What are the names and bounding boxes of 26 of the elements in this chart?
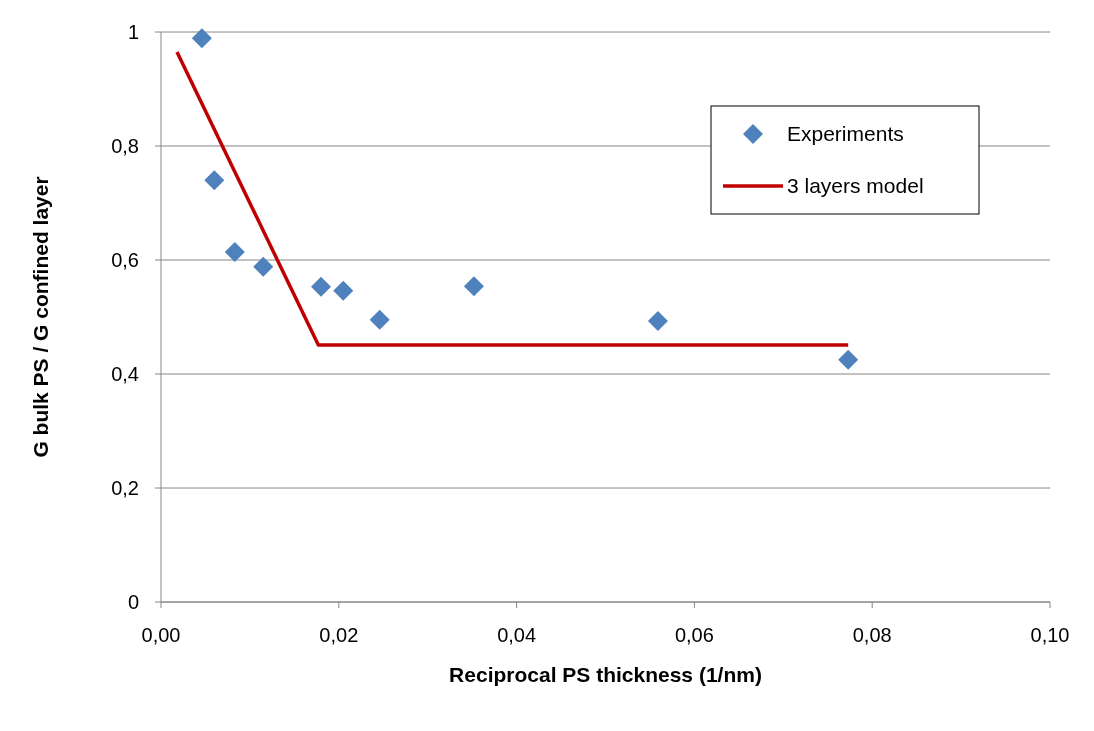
point <box>224 242 245 263</box>
y-tick-label: 0,2 <box>111 477 139 499</box>
y-axis-title: G bulk PS / G confined layer <box>29 176 52 458</box>
y-tick-label: 0,4 <box>111 363 139 385</box>
x-tick-label: 0,00 <box>141 624 181 646</box>
y-tick-label: 0,6 <box>111 249 139 271</box>
x-tick-label: 0,04 <box>497 624 537 646</box>
y-tick-label: 0,8 <box>111 135 139 157</box>
point <box>647 310 668 331</box>
legend-label: 3 layers model <box>787 174 924 197</box>
point <box>191 28 212 49</box>
y-tick-label: 1 <box>127 21 139 43</box>
x-tick-label: 0,02 <box>319 624 359 646</box>
point <box>838 349 859 370</box>
legend-label: Experiments <box>787 122 904 145</box>
point <box>204 170 225 191</box>
point <box>311 276 332 297</box>
x-tick-label: 0,10 <box>1030 624 1070 646</box>
point <box>463 276 484 297</box>
y-tick-label: 0 <box>127 591 139 613</box>
point <box>369 309 390 330</box>
x-tick-label: 0,06 <box>674 624 714 646</box>
point <box>333 280 354 301</box>
point <box>253 256 274 277</box>
x-axis-title: Reciprocal PS thickness (1/nm) <box>449 663 762 686</box>
x-tick-label: 0,08 <box>852 624 892 646</box>
